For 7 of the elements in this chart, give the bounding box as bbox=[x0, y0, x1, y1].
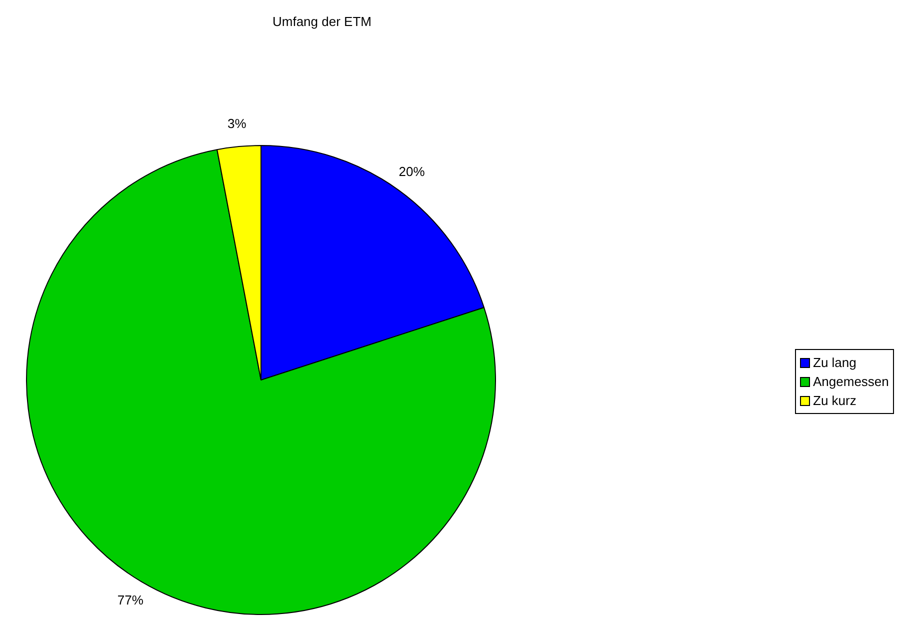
legend-label: Zu kurz bbox=[813, 393, 856, 408]
data-label: 77% bbox=[117, 592, 144, 608]
legend-label: Zu lang bbox=[813, 355, 856, 370]
legend-label: Angemessen bbox=[813, 374, 889, 389]
data-label: 20% bbox=[398, 164, 426, 180]
chart-title: Umfang der ETM bbox=[272, 14, 372, 29]
data-label: 3% bbox=[227, 116, 247, 132]
